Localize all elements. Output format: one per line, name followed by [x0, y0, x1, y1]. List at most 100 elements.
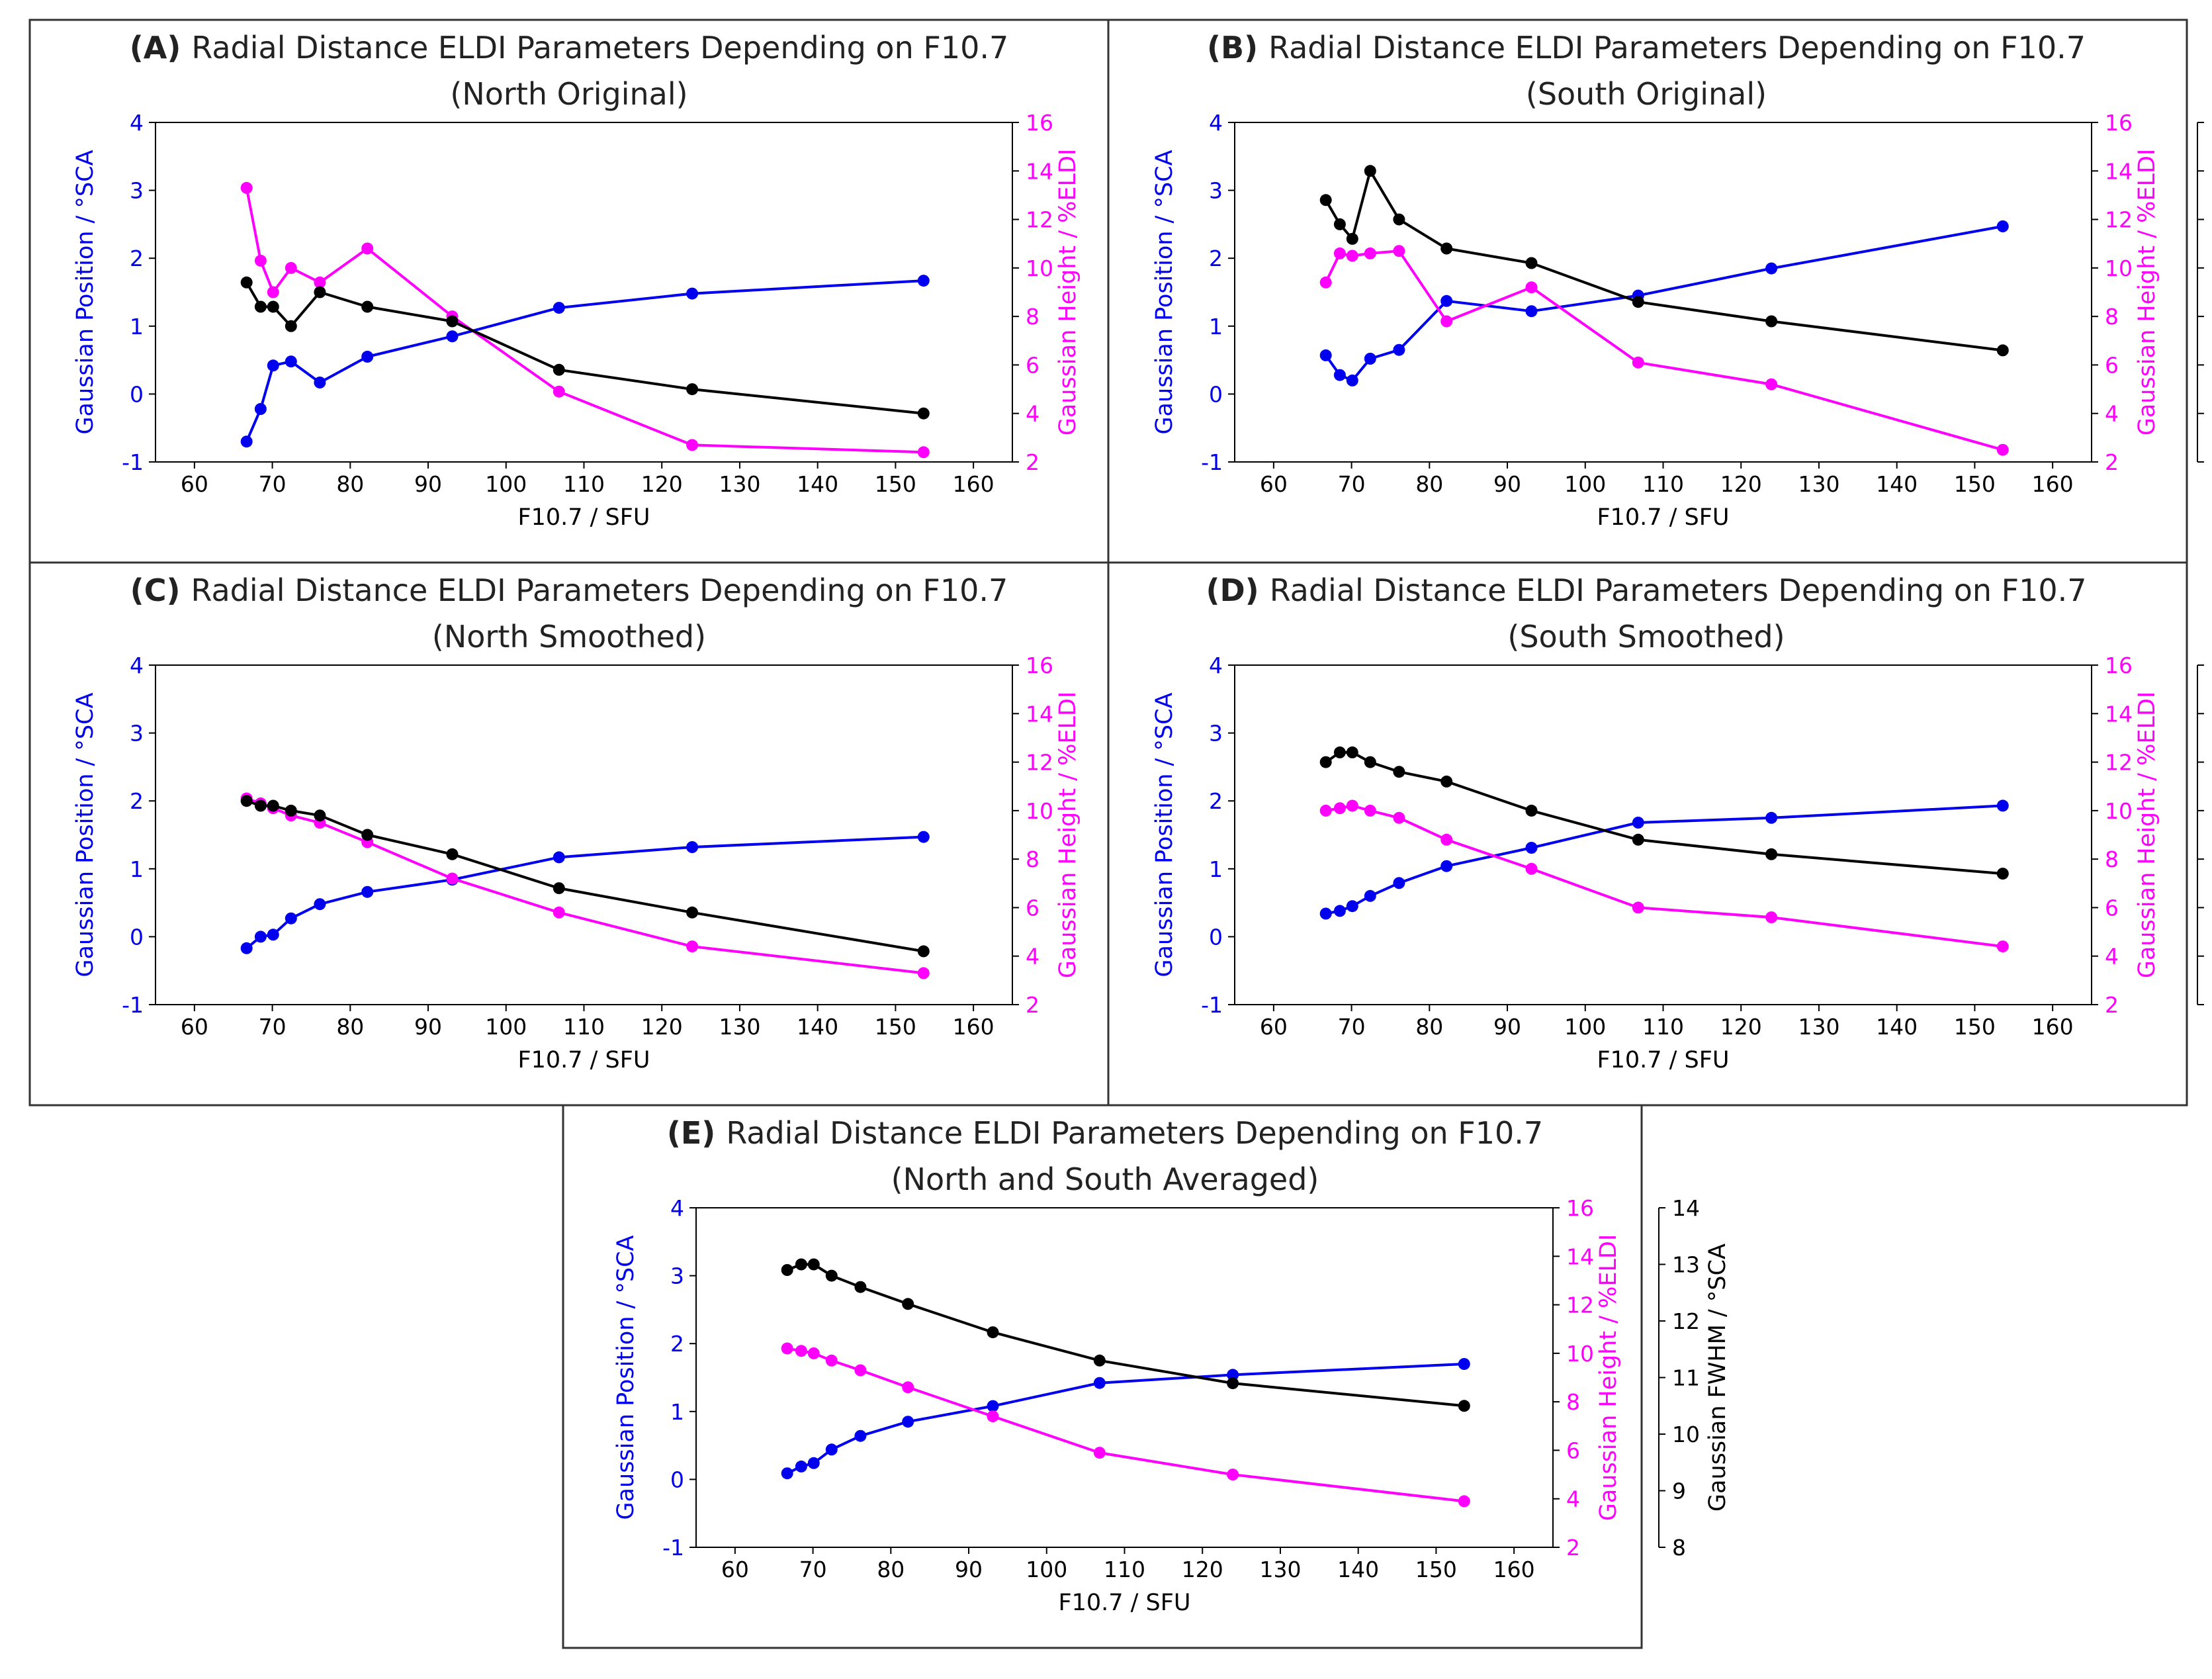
panel-subtitle: (North and South Averaged) [891, 1161, 1319, 1197]
position-point [854, 1429, 867, 1442]
height-point [1458, 1495, 1470, 1508]
fwhm-point [1319, 756, 1332, 768]
height-tick-label: 4 [2105, 401, 2119, 427]
height-tick-label: 6 [2105, 895, 2119, 921]
fwhm-point [1319, 194, 1332, 206]
position-point [807, 1457, 820, 1469]
fwhm-point [917, 945, 930, 958]
position-point [1364, 353, 1376, 365]
panel-subtitle: (North Original) [450, 76, 687, 112]
x-tick-label: 80 [336, 471, 364, 497]
height-point [854, 1364, 867, 1377]
height-series-line [787, 1347, 1465, 1503]
position-tick-label: 2 [1209, 246, 1223, 271]
fwhm-tick-label: 15 [2211, 110, 2212, 136]
fwhm-point [314, 286, 326, 298]
fwhm-tick-label: 8 [1672, 1535, 1686, 1561]
height-tick-label: 6 [2105, 352, 2119, 378]
panel-title: (D) Radial Distance ELDI Parameters Depe… [1206, 572, 2086, 608]
height-tick-label: 12 [1566, 1293, 1594, 1318]
fwhm-point [1996, 344, 2009, 357]
fwhm-point [1346, 746, 1358, 758]
x-tick-label: 60 [181, 471, 208, 497]
position-tick-label: 2 [670, 1331, 684, 1357]
position-point [267, 929, 279, 941]
fwhm-point [1093, 1354, 1106, 1367]
height-tick-label: 2 [1026, 449, 1040, 475]
x-tick-label: 70 [1338, 1014, 1366, 1040]
x-tick-label: 80 [877, 1557, 905, 1582]
fwhm-point [1765, 848, 1778, 860]
height-axis-label: Gaussian Height / %ELDI [2134, 149, 2160, 436]
fwhm-point [267, 300, 279, 313]
fwhm-point [254, 799, 267, 812]
height-tick-label: 14 [1566, 1244, 1594, 1269]
x-tick-label: 90 [1493, 471, 1521, 497]
height-tick-label: 8 [1026, 846, 1040, 872]
x-tick-label: 70 [259, 471, 287, 497]
height-point [254, 254, 267, 267]
position-tick-label: 0 [130, 924, 144, 950]
x-tick-label: 100 [1564, 471, 1606, 497]
panel-b: (B) Radial Distance ELDI Parameters Depe… [1107, 19, 2212, 564]
x-tick-label: 150 [875, 1014, 916, 1040]
panel-frame [28, 19, 1110, 564]
panel-title: (C) Radial Distance ELDI Parameters Depe… [130, 572, 1008, 608]
position-tick-label: -1 [122, 992, 144, 1018]
height-point [1996, 940, 2009, 953]
fwhm-tick-label: 9 [2211, 401, 2212, 427]
fwhm-point [807, 1258, 820, 1271]
x-axis-label: F10.7 / SFU [517, 1047, 650, 1073]
height-tick-label: 12 [2105, 750, 2133, 776]
fwhm-point [1393, 213, 1405, 226]
position-tick-label: 1 [130, 314, 144, 340]
height-point [1632, 356, 1644, 369]
height-axis-label: Gaussian Height / %ELDI [1595, 1234, 1622, 1521]
position-point [240, 942, 253, 954]
height-tick-label: 12 [1026, 750, 1053, 776]
fwhm-tick-label: 9 [1672, 1478, 1686, 1504]
height-tick-label: 4 [2105, 944, 2119, 970]
position-tick-label: 2 [130, 246, 144, 271]
position-point [1765, 262, 1778, 275]
panel-d: (D) Radial Distance ELDI Parameters Depe… [1107, 561, 2212, 1107]
height-tick-label: 2 [2105, 992, 2119, 1018]
height-point [1227, 1469, 1239, 1481]
position-tick-label: 3 [670, 1263, 684, 1289]
height-tick-label: 14 [1026, 701, 1053, 727]
position-point [917, 831, 930, 843]
position-point [361, 885, 374, 898]
position-point [446, 330, 459, 343]
position-tick-label: -1 [1201, 449, 1223, 475]
position-point [1346, 374, 1358, 386]
height-point [553, 385, 565, 398]
position-axis-label: Gaussian Position / °SCA [72, 150, 99, 434]
position-point [267, 359, 279, 372]
x-tick-label: 150 [875, 471, 916, 497]
height-point [267, 286, 279, 298]
x-tick-label: 100 [485, 1014, 527, 1040]
x-tick-label: 70 [799, 1557, 827, 1582]
x-tick-label: 140 [797, 471, 838, 497]
fwhm-point [854, 1281, 867, 1293]
x-tick-label: 140 [1337, 1557, 1379, 1582]
position-point [1996, 799, 2009, 812]
x-tick-label: 130 [1259, 1557, 1301, 1582]
x-tick-label: 60 [721, 1557, 749, 1582]
height-point [781, 1342, 793, 1355]
position-point [781, 1467, 793, 1480]
x-tick-label: 90 [955, 1557, 983, 1582]
position-point [1333, 369, 1346, 381]
x-tick-label: 60 [1260, 1014, 1288, 1040]
fwhm-point [1440, 775, 1453, 788]
fwhm-axis-label: Gaussian FWHM / °SCA [1704, 1244, 1731, 1512]
fwhm-point [1440, 242, 1453, 255]
height-point [1525, 281, 1538, 294]
height-point [1393, 245, 1405, 257]
height-tick-label: 10 [1026, 255, 1053, 281]
x-tick-label: 70 [1338, 471, 1366, 497]
panel-title: (E) Radial Distance ELDI Parameters Depe… [667, 1115, 1543, 1151]
panel-letter: (B) [1207, 30, 1268, 66]
x-tick-label: 140 [1876, 471, 1918, 497]
position-tick-label: 4 [1209, 653, 1223, 678]
